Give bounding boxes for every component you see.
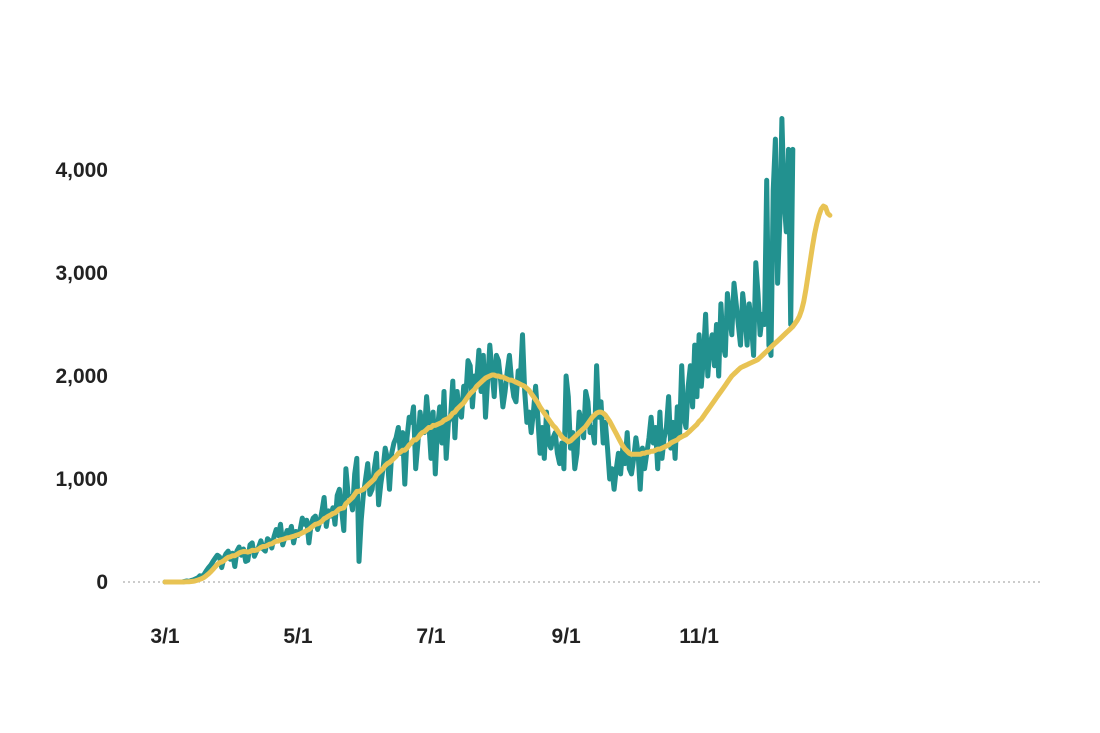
average-series-line xyxy=(162,203,833,585)
x-tick-label: 5/1 xyxy=(283,625,313,648)
y-tick-label: 2,000 xyxy=(55,365,108,388)
y-tick-label: 4,000 xyxy=(55,159,108,182)
x-tick-label: 11/1 xyxy=(679,625,719,648)
y-axis: 0 1,000 2,000 3,000 4,000 xyxy=(55,159,108,594)
y-tick-label: 1,000 xyxy=(55,468,108,491)
series-group xyxy=(162,116,833,585)
x-tick-label: 3/1 xyxy=(150,625,180,648)
daily-series-line xyxy=(162,116,796,585)
y-tick-label: 0 xyxy=(96,571,108,594)
x-axis: 3/1 5/1 7/1 9/1 11/1 xyxy=(150,625,719,648)
y-tick-label: 3,000 xyxy=(55,262,108,285)
x-tick-label: 7/1 xyxy=(416,625,446,648)
x-tick-label: 9/1 xyxy=(552,625,582,648)
